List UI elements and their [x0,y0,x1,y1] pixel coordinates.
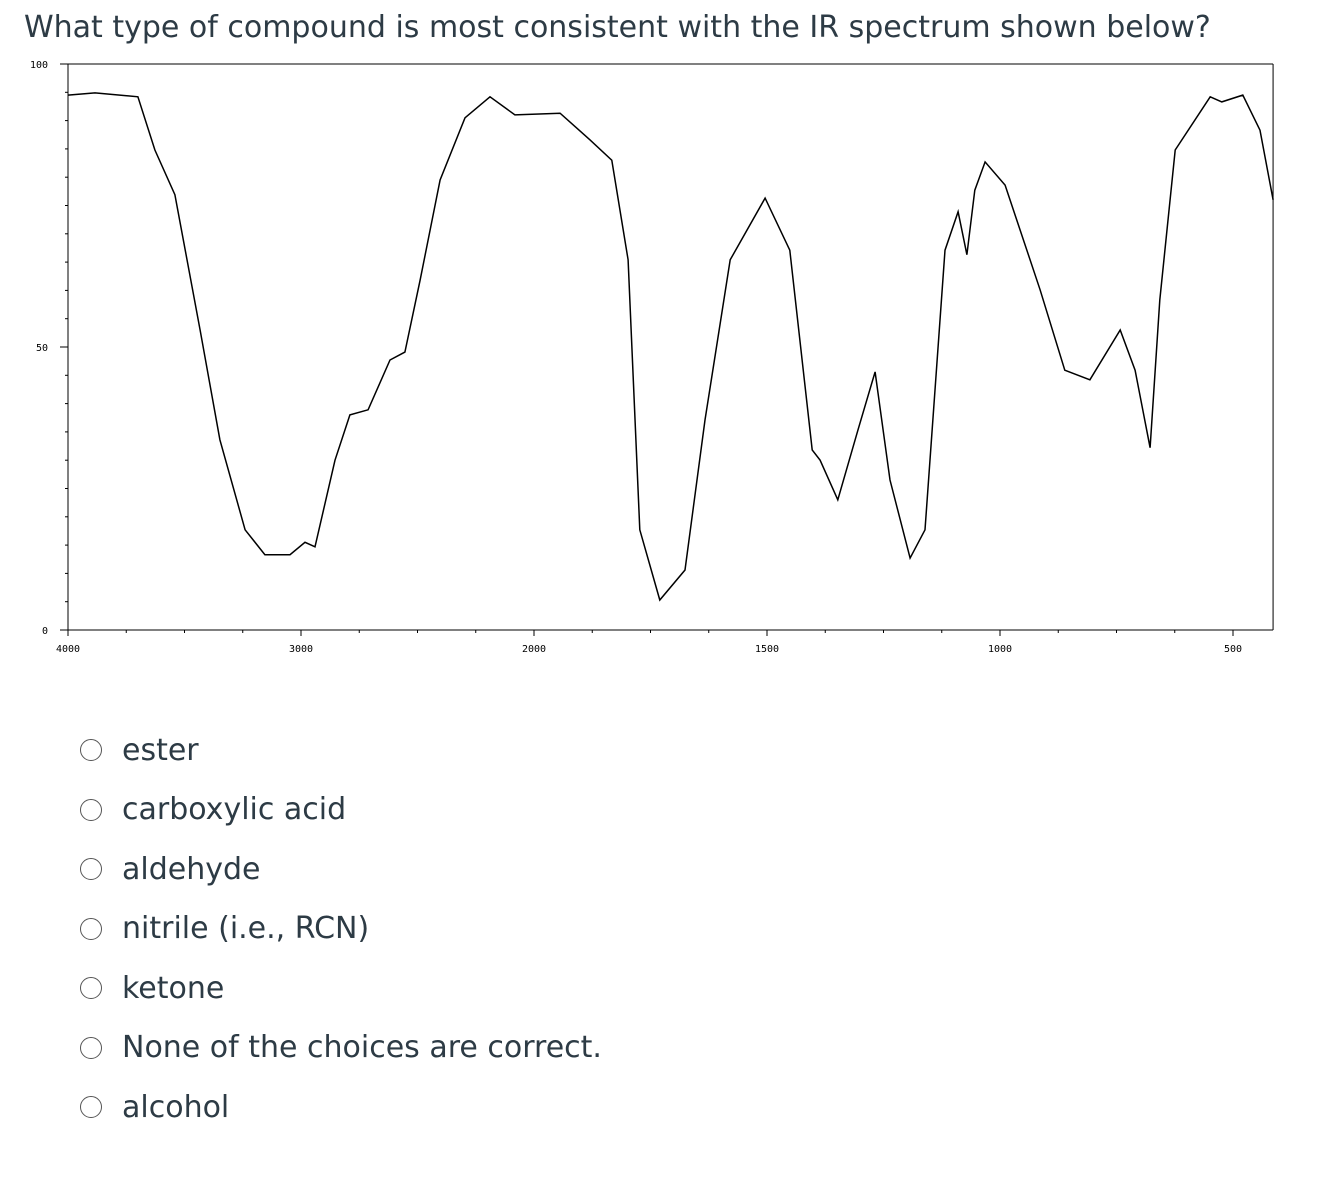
x-tick-label: 500 [1224,644,1242,655]
radio-button[interactable] [80,917,102,940]
radio-button[interactable] [80,798,102,821]
radio-button[interactable] [80,739,102,761]
y-tick-label: 100 [30,60,48,71]
spectrum-line [67,92,1274,602]
option[interactable]: carboxylic acid [80,790,346,830]
option[interactable]: ketone [80,968,224,1008]
option-label[interactable]: aldehyde [122,851,261,887]
option-label[interactable]: nitrile (i.e., RCN) [122,911,370,946]
option[interactable]: ester [80,730,199,770]
y-tick-label: 50 [36,343,48,354]
option[interactable]: aldehyde [80,849,261,889]
y-tick-label: 0 [42,626,48,637]
option[interactable]: alcohol [80,1087,229,1127]
x-tick-label: 1000 [988,644,1012,655]
radio-button[interactable] [80,1096,102,1118]
option-label[interactable]: carboxylic acid [122,792,347,827]
option-label[interactable]: ketone [122,970,225,1006]
radio-button[interactable] [80,977,102,999]
radio-button[interactable] [80,1036,102,1059]
radio-button[interactable] [80,858,102,880]
option[interactable]: nitrile (i.e., RCN) [80,909,369,949]
option-label[interactable]: alcohol [122,1089,230,1125]
x-tick-label: 3000 [289,644,313,655]
option-label[interactable]: ester [122,732,199,768]
chart: 0 50 100 4000 3000 2000 1500 1000 500 [30,60,1274,655]
x-tick-label: 4000 [56,644,80,655]
option-label[interactable]: None of the choices are correct. [122,1030,602,1065]
question: What type of compound is most consistent… [24,10,1211,45]
x-tick-label: 1500 [755,644,779,655]
option[interactable]: None of the choices are correct. [80,1028,602,1068]
x-tick-label: 2000 [522,644,546,655]
